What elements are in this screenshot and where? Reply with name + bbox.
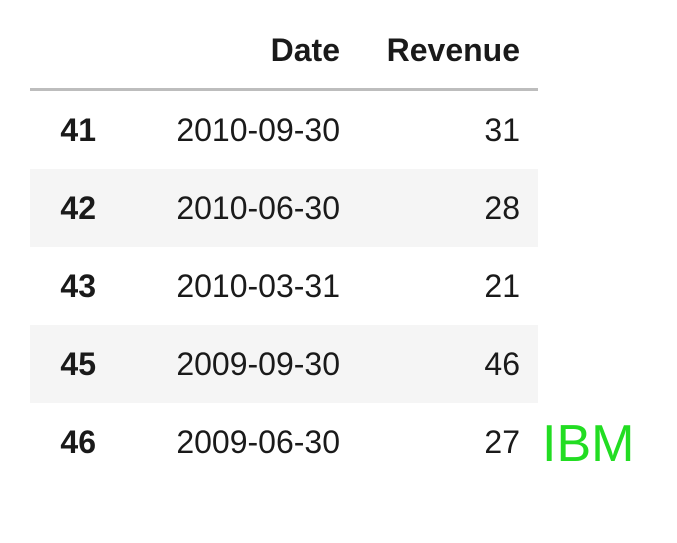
row-revenue: 28	[484, 189, 520, 226]
row-index: 41	[60, 111, 96, 148]
row-revenue: 27	[484, 423, 520, 460]
ibm-label: IBM	[542, 415, 635, 473]
header-date: Date	[270, 31, 340, 68]
table-row: 43 2010-03-31 21	[30, 247, 538, 325]
table-row: 41 2010-09-30 31	[30, 91, 538, 169]
row-index: 43	[60, 267, 96, 304]
header-revenue: Revenue	[386, 31, 520, 68]
row-revenue: 21	[484, 267, 520, 304]
data-table: Date Revenue 41 2010-09-30 31 42 2010-06…	[30, 12, 538, 481]
row-date: 2009-09-30	[176, 345, 340, 382]
row-revenue: 46	[484, 345, 520, 382]
row-index: 46	[60, 423, 96, 460]
row-date: 2010-09-30	[176, 111, 340, 148]
table-row: 45 2009-09-30 46	[30, 325, 538, 403]
row-date: 2009-06-30	[176, 423, 340, 460]
table-header-row: Date Revenue	[30, 12, 538, 91]
row-revenue: 31	[484, 111, 520, 148]
row-index: 42	[60, 189, 96, 226]
row-index: 45	[60, 345, 96, 382]
row-date: 2010-03-31	[176, 267, 340, 304]
row-date: 2010-06-30	[176, 189, 340, 226]
table-row: 42 2010-06-30 28	[30, 169, 538, 247]
table-row: 46 2009-06-30 27	[30, 403, 538, 481]
